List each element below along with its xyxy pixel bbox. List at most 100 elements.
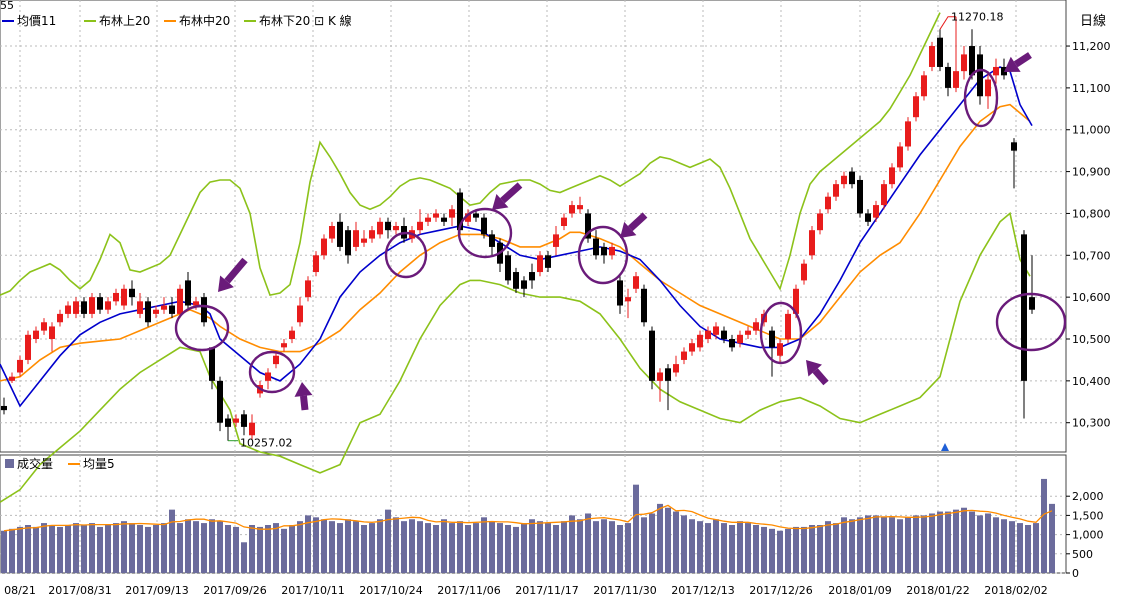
candle-body (113, 292, 119, 302)
candle-body (793, 288, 799, 314)
candle-body (673, 364, 679, 373)
candle-body (169, 305, 175, 314)
volume-bar (25, 525, 31, 573)
volume-bar (985, 513, 991, 573)
volume-bar (33, 526, 39, 573)
volume-bar (265, 525, 271, 573)
volume-bar (1033, 523, 1039, 573)
volume-bar (545, 523, 551, 573)
volume-bar (337, 523, 343, 573)
volume-bar (833, 523, 839, 573)
volume-bar (665, 507, 671, 573)
volume-bar (329, 521, 335, 573)
volume-tick-label: 1,000 (1072, 529, 1104, 542)
volume-bar (249, 525, 255, 573)
volume-bar (89, 523, 95, 573)
candle-body (337, 221, 343, 247)
candle-body (745, 330, 751, 335)
date-tick-label: 2017/11/17 (515, 584, 578, 597)
volume-bar (425, 523, 431, 573)
candle-body (905, 121, 911, 147)
volume-bar (353, 521, 359, 573)
candle-body (1, 405, 7, 411)
volume-bar (1025, 525, 1031, 573)
candle-body (961, 54, 967, 72)
date-tick-label: 2018/02/02 (984, 584, 1047, 597)
volume-bar (57, 526, 63, 573)
candle-body (985, 79, 991, 97)
volume-bar (489, 521, 495, 573)
legend-bollinger-lower: 布林下20 ⊡ K 線 (259, 13, 352, 28)
candle-body (1021, 234, 1027, 381)
pointer-arrow (627, 212, 648, 232)
candle-body (33, 330, 39, 339)
candle-body (617, 280, 623, 306)
date-tick-label: 2017/08/31 (48, 584, 111, 597)
volume-bar (553, 525, 559, 573)
volume-bar (153, 525, 159, 573)
volume-bar (177, 523, 183, 573)
candle-body (65, 305, 71, 314)
candle-body (241, 414, 247, 427)
candle-body (313, 255, 319, 273)
marker-triangle (941, 443, 949, 451)
axes: 10,300 10,400 10,500 10,600 10,700 10,800 10,9… (4, 40, 1110, 597)
volume-bar (521, 523, 527, 573)
volume-bar (1017, 523, 1023, 573)
candle-body (321, 238, 327, 256)
candle-body (177, 288, 183, 314)
candle-body (161, 305, 167, 310)
volume-bar (913, 515, 919, 573)
price-tick-label: 11,200 (1072, 40, 1111, 53)
legend-bollinger-middle: 布林中20 (179, 13, 230, 28)
volume-bar (113, 523, 119, 573)
pointer-arrow (1013, 52, 1032, 68)
volume-bar (105, 525, 111, 573)
candle-body (633, 276, 639, 289)
legend-swatch-volume (5, 459, 14, 468)
volume-bar (633, 484, 639, 573)
candle-body (457, 192, 463, 231)
candle-body (585, 213, 591, 239)
candle-body (265, 372, 271, 381)
price-tick-label: 10,700 (1072, 249, 1111, 262)
volume-bar (753, 525, 759, 573)
highlight-circle (384, 231, 428, 279)
volume-bar (577, 519, 583, 573)
highlight-circle (759, 301, 803, 365)
highlight-circle (248, 350, 296, 394)
price-legend: 均價11 布林上20 布林中20 布林下20 ⊡ K 線 (2, 13, 352, 28)
volume-bar (497, 523, 503, 573)
date-tick-label: 2017/10/11 (281, 584, 344, 597)
volume-bar (9, 528, 15, 573)
volume-bar (737, 521, 743, 573)
volume-bar (769, 528, 775, 573)
candle-body (81, 301, 87, 314)
volume-bar (433, 525, 439, 573)
volume-bar (345, 519, 351, 573)
candle-body (737, 334, 743, 344)
candle-body (665, 368, 671, 381)
highlight-circle (457, 207, 513, 259)
volume-bar (281, 528, 287, 573)
volume-bar (361, 525, 367, 573)
volume-bar (681, 515, 687, 573)
volume-bar (185, 519, 191, 573)
volume-bar (593, 521, 599, 573)
candle-body (1001, 66, 1007, 76)
volume-bar (601, 519, 607, 573)
date-tick-label: 08/21 (4, 584, 36, 597)
volume-bar (49, 525, 55, 573)
legend-avg-volume5: 均量5 (83, 457, 115, 471)
date-tick-label: 2017/11/06 (437, 584, 500, 597)
volume-bar (121, 521, 127, 573)
candle-body (329, 226, 335, 239)
candle-body (801, 263, 807, 281)
candle-body (465, 213, 471, 222)
legend-bollinger-upper: 布林上20 (99, 14, 150, 28)
date-tick-label: 2017/12/26 (749, 584, 812, 597)
candle-body (641, 288, 647, 323)
volume-bar (761, 526, 767, 573)
candle-body (441, 217, 447, 222)
